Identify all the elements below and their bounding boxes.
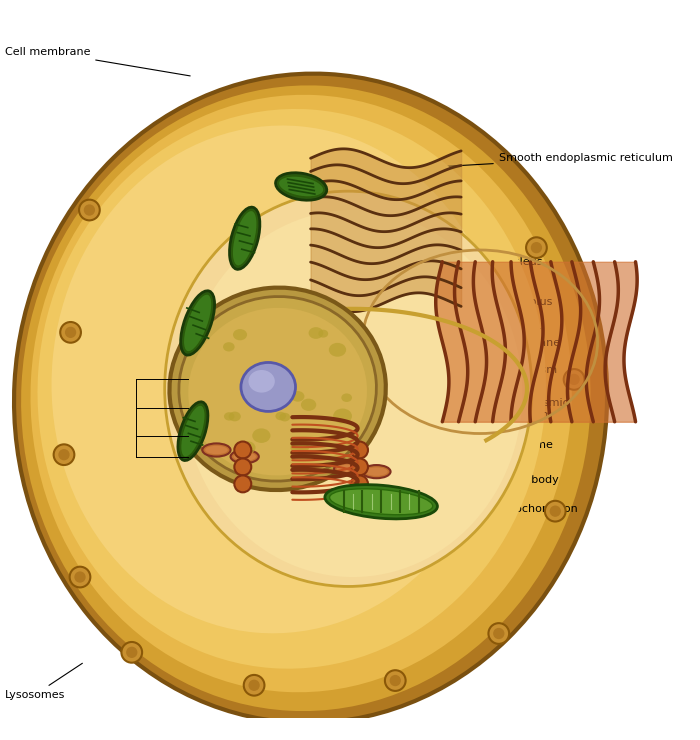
Ellipse shape	[38, 109, 546, 669]
Ellipse shape	[309, 327, 323, 339]
Ellipse shape	[248, 370, 275, 393]
Circle shape	[390, 675, 401, 686]
Ellipse shape	[333, 408, 352, 423]
Circle shape	[244, 675, 265, 696]
Circle shape	[564, 369, 584, 390]
Circle shape	[526, 238, 547, 258]
Circle shape	[58, 449, 69, 460]
Circle shape	[60, 322, 81, 343]
Circle shape	[531, 242, 542, 253]
Circle shape	[234, 459, 251, 475]
Text: Rough
endoplasmic
reticulum: Rough endoplasmic reticulum	[499, 367, 570, 420]
Circle shape	[493, 628, 505, 639]
Ellipse shape	[169, 288, 386, 490]
Ellipse shape	[205, 445, 228, 454]
Ellipse shape	[230, 450, 259, 463]
Ellipse shape	[31, 95, 572, 692]
Ellipse shape	[179, 297, 377, 481]
Ellipse shape	[224, 412, 234, 420]
Text: Nucleus: Nucleus	[377, 257, 543, 312]
Circle shape	[550, 505, 561, 517]
Circle shape	[79, 200, 100, 221]
Circle shape	[351, 442, 368, 459]
Text: Ribosome: Ribosome	[491, 419, 554, 450]
Text: Smooth endoplasmic reticulum: Smooth endoplasmic reticulum	[426, 153, 673, 167]
Circle shape	[351, 459, 368, 475]
Text: Nuclear
membrane: Nuclear membrane	[372, 326, 560, 358]
Circle shape	[65, 326, 76, 338]
Circle shape	[126, 647, 137, 658]
Circle shape	[568, 374, 580, 385]
Circle shape	[234, 475, 251, 492]
Ellipse shape	[330, 488, 433, 515]
Ellipse shape	[181, 405, 205, 457]
Ellipse shape	[279, 176, 324, 197]
Circle shape	[234, 442, 251, 459]
Ellipse shape	[164, 191, 532, 587]
Text: Lysosomes: Lysosomes	[5, 663, 83, 700]
Ellipse shape	[188, 308, 367, 475]
Circle shape	[248, 679, 260, 691]
Ellipse shape	[230, 207, 260, 269]
Ellipse shape	[325, 485, 438, 519]
Ellipse shape	[342, 394, 352, 402]
Ellipse shape	[239, 441, 255, 454]
Ellipse shape	[21, 85, 591, 711]
Ellipse shape	[252, 428, 270, 443]
Ellipse shape	[229, 411, 241, 421]
Ellipse shape	[291, 391, 304, 402]
Text: Mitochondrion: Mitochondrion	[431, 502, 578, 514]
Ellipse shape	[334, 462, 363, 475]
Circle shape	[84, 204, 95, 215]
Ellipse shape	[276, 397, 284, 403]
Circle shape	[351, 475, 368, 492]
Ellipse shape	[244, 391, 253, 400]
Ellipse shape	[223, 342, 235, 351]
Text: Golgi body: Golgi body	[360, 455, 559, 485]
Ellipse shape	[233, 329, 247, 340]
Ellipse shape	[233, 452, 256, 461]
Ellipse shape	[276, 172, 327, 201]
Circle shape	[385, 670, 405, 691]
Circle shape	[54, 444, 74, 465]
Ellipse shape	[52, 126, 504, 633]
Ellipse shape	[14, 73, 607, 723]
Circle shape	[545, 501, 566, 522]
Ellipse shape	[178, 402, 208, 460]
Ellipse shape	[337, 465, 360, 473]
Text: Nucleolus: Nucleolus	[299, 297, 553, 374]
Text: Cytoplasm: Cytoplasm	[426, 365, 558, 377]
Circle shape	[489, 623, 509, 644]
Ellipse shape	[301, 399, 316, 411]
Ellipse shape	[365, 468, 388, 476]
Ellipse shape	[318, 330, 328, 337]
Circle shape	[69, 567, 90, 588]
Ellipse shape	[279, 413, 290, 422]
Ellipse shape	[241, 363, 295, 411]
Text: Cell membrane: Cell membrane	[5, 47, 190, 76]
Ellipse shape	[363, 465, 391, 478]
Ellipse shape	[329, 343, 346, 357]
Ellipse shape	[232, 210, 257, 266]
Ellipse shape	[202, 443, 230, 457]
Circle shape	[74, 571, 85, 582]
Ellipse shape	[181, 291, 215, 355]
Ellipse shape	[290, 440, 309, 454]
Ellipse shape	[275, 412, 286, 420]
Ellipse shape	[183, 210, 522, 577]
Circle shape	[121, 642, 142, 663]
Ellipse shape	[183, 294, 212, 352]
